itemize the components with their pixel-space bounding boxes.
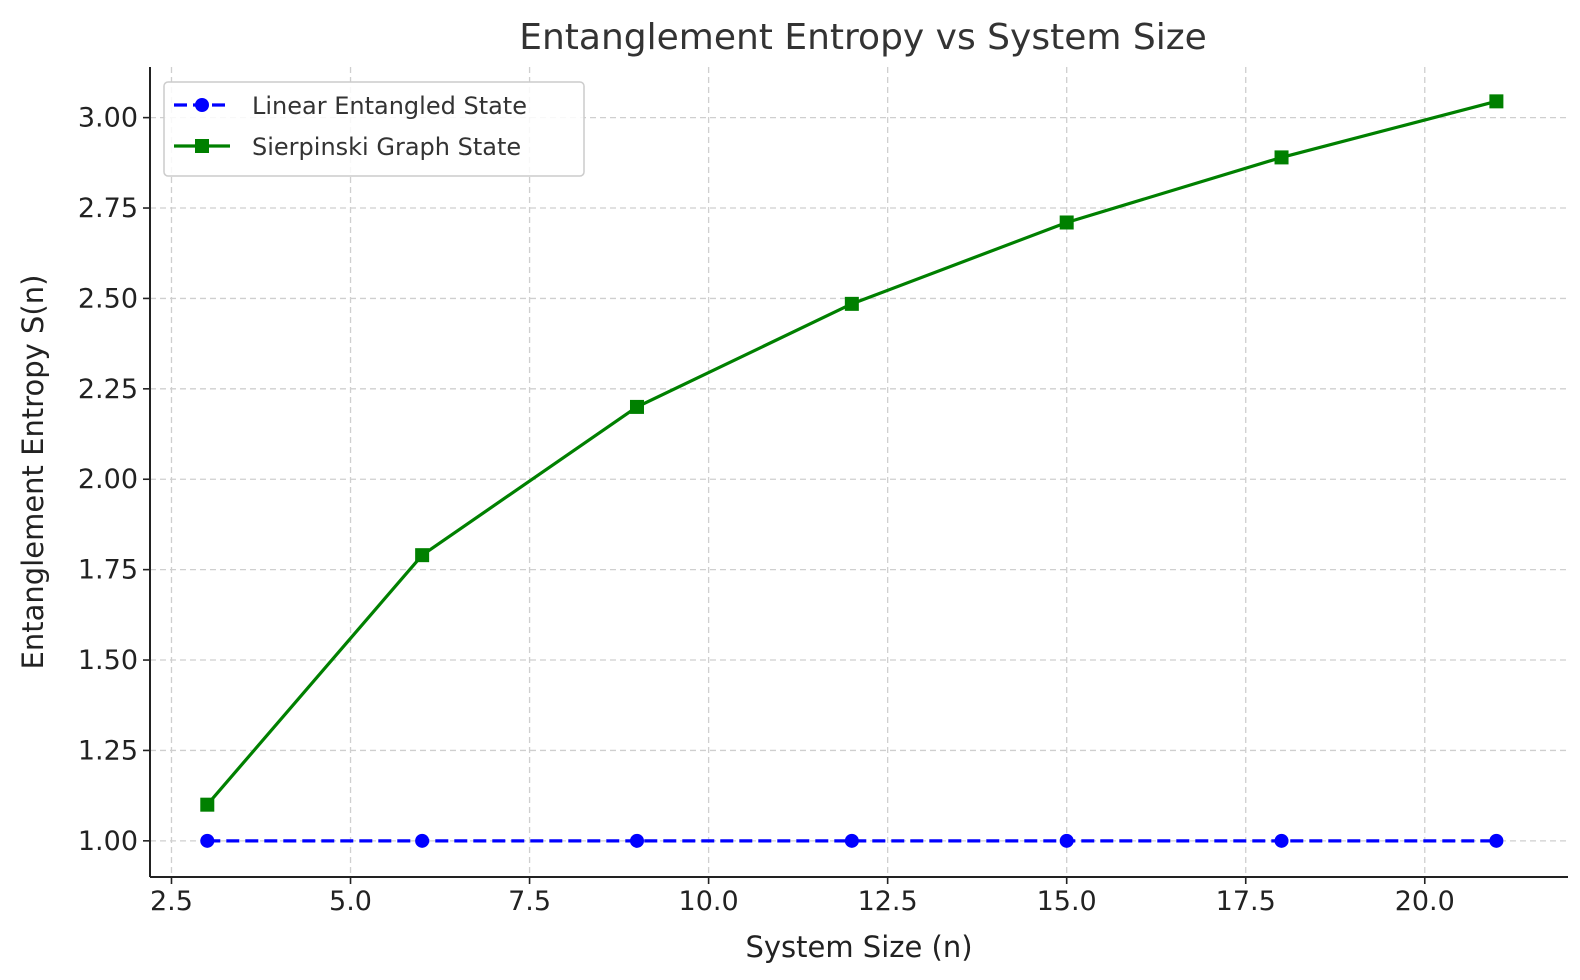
y-tick-label: 1.00 bbox=[78, 826, 138, 857]
y-tick-label: 1.25 bbox=[78, 735, 138, 766]
x-ticks: 2.5 5.0 7.5 10.0 12.5 15.0 17.5 20.0 bbox=[150, 877, 1455, 917]
y-ticks: 1.00 1.25 1.50 1.75 2.00 2.25 2.50 2.75 3.00 bbox=[78, 103, 150, 857]
series-layer bbox=[200, 94, 1504, 848]
x-axis-label: System Size (n) bbox=[745, 930, 972, 964]
x-tick-label: 12.5 bbox=[858, 886, 918, 917]
x-tick-label: 17.5 bbox=[1216, 886, 1276, 917]
data-point bbox=[629, 399, 644, 414]
y-axis-label: Entanglement Entropy S(n) bbox=[16, 275, 50, 670]
series-linear-entangled-state bbox=[200, 833, 1504, 848]
data-point bbox=[629, 833, 644, 848]
legend-item: Linear Entangled State bbox=[174, 92, 527, 120]
data-point bbox=[415, 548, 430, 563]
legend: Linear Entangled State Sierpinski Graph S… bbox=[163, 81, 585, 177]
legend-label: Linear Entangled State bbox=[252, 92, 527, 120]
legend-marker bbox=[195, 139, 209, 153]
legend-item: Sierpinski Graph State bbox=[174, 133, 521, 161]
data-point bbox=[844, 296, 859, 311]
legend-label: Sierpinski Graph State bbox=[252, 133, 521, 161]
chart-title: Entanglement Entropy vs System Size bbox=[519, 17, 1207, 58]
data-point bbox=[200, 797, 215, 812]
y-tick-label: 2.25 bbox=[78, 374, 138, 405]
y-tick-label: 1.75 bbox=[78, 555, 138, 586]
data-point bbox=[415, 833, 430, 848]
axes bbox=[149, 67, 1568, 878]
x-tick-label: 2.5 bbox=[150, 886, 193, 917]
x-tick-label: 10.0 bbox=[679, 886, 739, 917]
data-point bbox=[1059, 833, 1074, 848]
y-tick-label: 2.00 bbox=[78, 464, 138, 495]
y-tick-label: 2.50 bbox=[78, 283, 138, 314]
x-tick-label: 15.0 bbox=[1037, 886, 1097, 917]
x-tick-label: 5.0 bbox=[329, 886, 372, 917]
x-tick-label: 7.5 bbox=[508, 886, 551, 917]
x-tick-label: 20.0 bbox=[1395, 886, 1455, 917]
legend-marker bbox=[195, 98, 209, 112]
series-sierpinski-graph-state bbox=[200, 94, 1504, 812]
data-point bbox=[1059, 215, 1074, 230]
data-point bbox=[1489, 94, 1504, 109]
series-line-sierpinski-graph-state bbox=[206, 99, 1497, 806]
grid bbox=[150, 67, 1568, 877]
y-tick-label: 3.00 bbox=[78, 103, 138, 134]
y-tick-label: 2.75 bbox=[78, 193, 138, 224]
legend-frame bbox=[163, 81, 585, 177]
data-point bbox=[1274, 150, 1289, 165]
data-point bbox=[844, 833, 859, 848]
data-point bbox=[1274, 833, 1289, 848]
y-tick-label: 1.50 bbox=[78, 645, 138, 676]
data-point bbox=[200, 833, 215, 848]
data-point bbox=[1489, 833, 1504, 848]
